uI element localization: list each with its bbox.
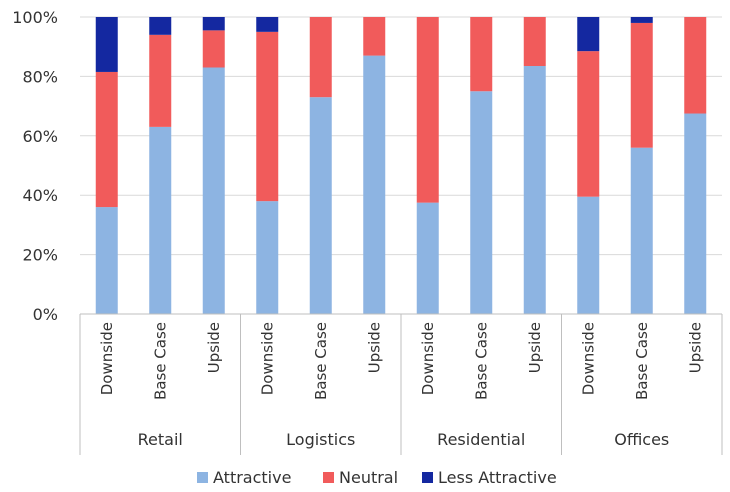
bar-segment-neutral <box>309 17 332 98</box>
bar-segment-less-attractive <box>95 17 118 72</box>
x-category-label: Downside <box>258 322 276 395</box>
y-tick-label: 60% <box>22 127 58 146</box>
bar-segment-neutral <box>630 22 653 148</box>
bar-segment-attractive <box>684 113 707 315</box>
bar-segment-neutral <box>416 17 439 203</box>
bar-segment-attractive <box>416 202 439 315</box>
x-group-label: Logistics <box>286 430 355 449</box>
bar-segment-attractive <box>577 196 600 314</box>
y-tick-label: 80% <box>22 67 58 86</box>
bar-segment-attractive <box>630 147 653 314</box>
bar-segment-neutral <box>149 34 172 127</box>
bar-segment-less-attractive <box>202 17 225 31</box>
x-group-label: Residential <box>437 430 525 449</box>
bar-segment-attractive <box>363 55 386 315</box>
bar-segment-neutral <box>202 30 225 68</box>
bar-segment-less-attractive <box>630 17 653 23</box>
bar-segment-less-attractive <box>149 17 172 35</box>
x-group-label: Offices <box>614 430 669 449</box>
y-tick-label: 20% <box>22 246 58 265</box>
bar-segment-attractive <box>149 126 172 314</box>
bar-segment-less-attractive <box>577 17 600 52</box>
y-tick-label: 100% <box>12 8 58 27</box>
bar-segment-attractive <box>523 66 546 314</box>
x-category-label: Base Case <box>633 322 651 400</box>
legend-swatch <box>197 472 208 483</box>
y-axis-ticks: 0% 20% 40% 60% 80% 100% <box>12 8 58 324</box>
bar-segment-neutral <box>523 17 546 67</box>
x-category-label: Base Case <box>472 322 490 400</box>
bar-segment-neutral <box>363 17 386 56</box>
x-category-label: Downside <box>579 322 597 395</box>
y-tick-label: 0% <box>33 305 58 324</box>
bar-segment-neutral <box>470 17 493 92</box>
legend: Attractive Neutral Less Attractive <box>197 468 557 487</box>
bar-segment-neutral <box>95 71 118 208</box>
x-category-label: Upside <box>365 322 383 373</box>
x-category-label: Downside <box>98 322 116 395</box>
legend-label: Attractive <box>213 468 291 487</box>
x-category-label: Base Case <box>151 322 169 400</box>
bar-segment-attractive <box>470 91 493 314</box>
x-axis: Downside Base Case Upside Retail Downside Bas… <box>79 313 723 455</box>
legend-swatch <box>323 472 334 483</box>
gridlines <box>80 16 722 315</box>
x-group-label: Retail <box>138 430 183 449</box>
x-category-label: Upside <box>526 322 544 373</box>
bar-segment-neutral <box>684 17 707 114</box>
x-category-label: Base Case <box>312 322 330 400</box>
bar-segment-attractive <box>256 201 279 314</box>
bar-segment-attractive <box>309 97 332 314</box>
x-category-label: Upside <box>686 322 704 373</box>
legend-label: Neutral <box>339 468 398 487</box>
y-tick-label: 40% <box>22 186 58 205</box>
legend-swatch <box>422 472 433 483</box>
bars <box>95 17 707 315</box>
bar-segment-less-attractive <box>256 17 279 32</box>
bar-segment-attractive <box>202 67 225 315</box>
bar-segment-neutral <box>577 51 600 197</box>
bar-segment-attractive <box>95 207 118 314</box>
bar-segment-neutral <box>256 31 279 202</box>
legend-label: Less Attractive <box>438 468 557 487</box>
x-category-label: Upside <box>205 322 223 373</box>
x-category-label: Downside <box>419 322 437 395</box>
